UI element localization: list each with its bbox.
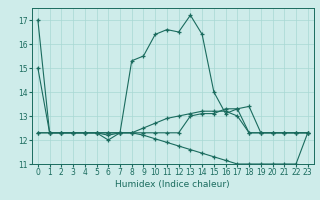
X-axis label: Humidex (Indice chaleur): Humidex (Indice chaleur) [116, 180, 230, 189]
